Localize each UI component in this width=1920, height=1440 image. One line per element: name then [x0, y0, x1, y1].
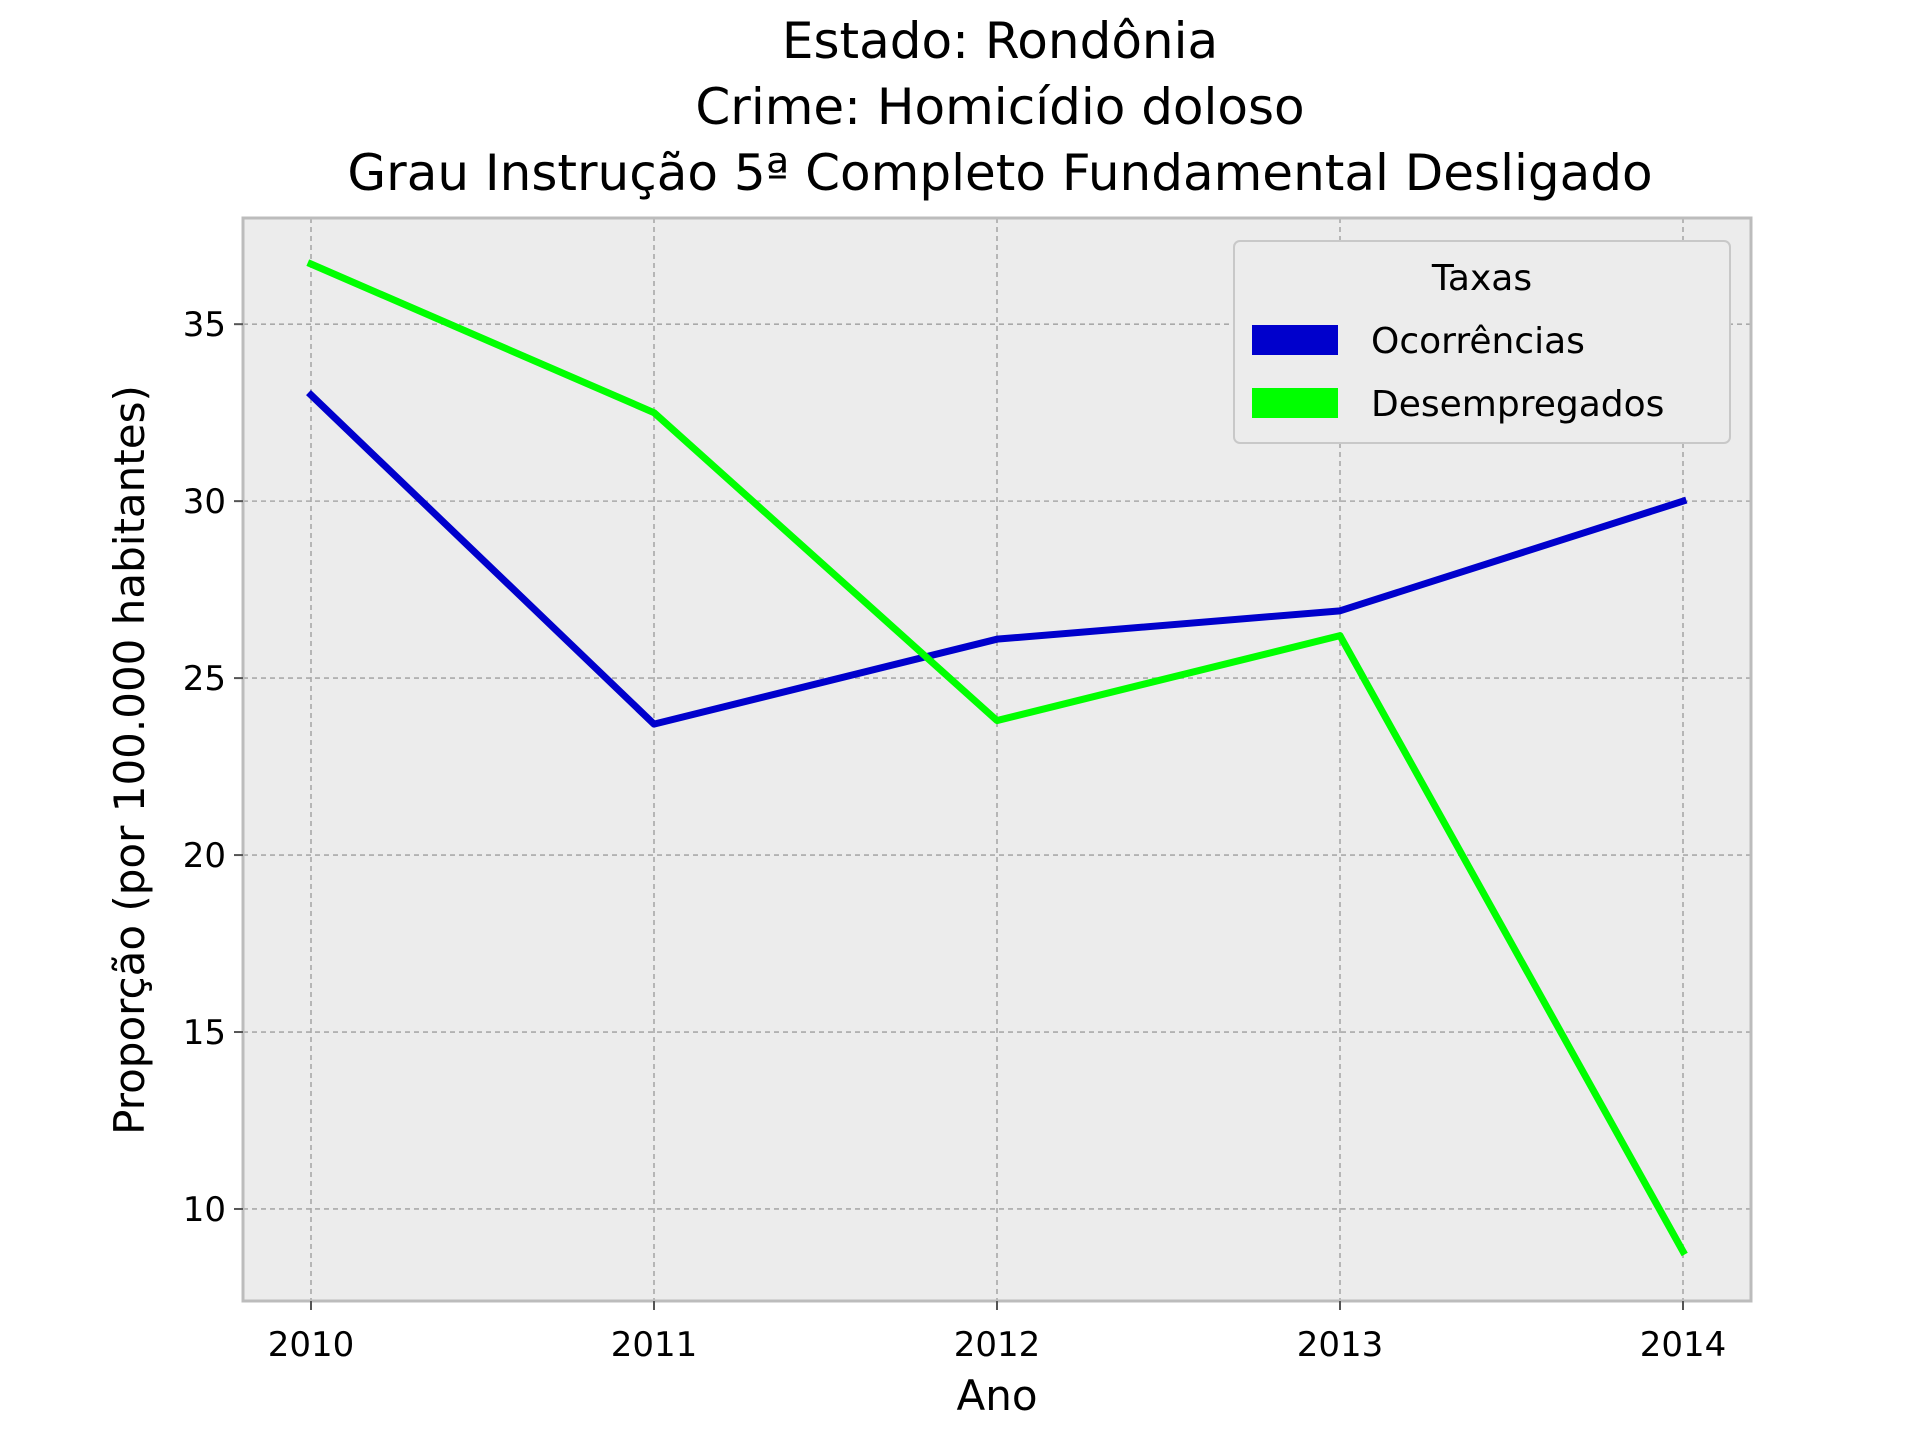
y-tick-label: 15 — [183, 1013, 226, 1053]
legend-title: Taxas — [1431, 258, 1532, 299]
legend: Taxas Ocorrências Desempregados — [1233, 240, 1731, 444]
title-line-1: Estado: Rondônia — [782, 12, 1218, 70]
y-axis-ticks: 10 15 20 25 30 35 — [183, 305, 243, 1230]
chart-title: Estado: Rondônia Crime: Homicídio doloso… — [347, 12, 1652, 202]
series-line-1 — [306, 390, 1688, 728]
legend-label: Desempregados — [1371, 384, 1664, 425]
legend-swatch — [1252, 325, 1338, 355]
x-axis-label: Ano — [956, 1371, 1037, 1420]
y-tick-label: 35 — [183, 305, 226, 345]
y-axis-label: Proporção (por 100.000 habitantes) — [105, 385, 154, 1135]
x-tick-label: 2010 — [268, 1325, 355, 1365]
series-layer — [306, 259, 1688, 1257]
title-line-3: Grau Instrução 5ª Completo Fundamental D… — [347, 144, 1652, 202]
x-tick-label: 2014 — [1640, 1325, 1727, 1365]
y-tick-label: 10 — [183, 1190, 226, 1230]
y-tick-label: 25 — [183, 659, 226, 699]
y-tick-label: 30 — [183, 482, 226, 522]
x-tick-label: 2011 — [611, 1325, 698, 1365]
series-line-2 — [306, 259, 1688, 1257]
legend-swatch — [1252, 388, 1338, 418]
y-tick-label: 20 — [183, 836, 226, 876]
x-axis-ticks: 2010 2011 2012 2013 2014 — [268, 1301, 1727, 1365]
x-tick-label: 2012 — [954, 1325, 1041, 1365]
legend-label: Ocorrências — [1371, 321, 1585, 362]
legend-items: Ocorrências Desempregados — [1252, 321, 1664, 425]
legend-box — [1233, 240, 1731, 444]
x-tick-label: 2013 — [1297, 1325, 1384, 1365]
title-line-2: Crime: Homicídio doloso — [695, 78, 1304, 136]
